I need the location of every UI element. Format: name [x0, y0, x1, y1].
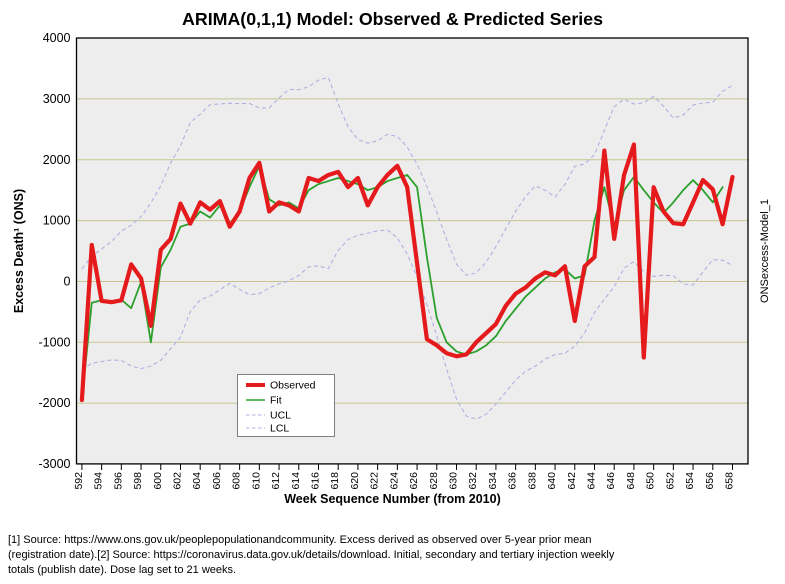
svg-text:636: 636	[507, 472, 519, 490]
svg-text:612: 612	[270, 472, 282, 490]
svg-text:640: 640	[546, 472, 558, 490]
svg-text:0: 0	[64, 274, 71, 288]
svg-text:642: 642	[566, 472, 578, 490]
svg-text:598: 598	[132, 472, 144, 490]
svg-text:614: 614	[290, 472, 302, 490]
svg-text:608: 608	[231, 472, 243, 490]
svg-text:632: 632	[467, 472, 479, 490]
svg-text:-1000: -1000	[39, 335, 71, 349]
svg-text:654: 654	[684, 472, 696, 490]
svg-text:624: 624	[388, 472, 400, 490]
svg-text:622: 622	[369, 472, 381, 490]
svg-text:602: 602	[171, 472, 183, 490]
svg-text:1000: 1000	[43, 214, 71, 228]
svg-text:658: 658	[724, 472, 736, 490]
svg-text:652: 652	[664, 472, 676, 490]
svg-text:3000: 3000	[43, 92, 71, 106]
svg-text:606: 606	[211, 472, 223, 490]
svg-text:618: 618	[329, 472, 341, 490]
svg-text:656: 656	[704, 472, 716, 490]
svg-text:616: 616	[309, 472, 321, 490]
svg-text:650: 650	[645, 472, 657, 490]
svg-text:626: 626	[408, 472, 420, 490]
svg-text:610: 610	[250, 472, 262, 490]
svg-text:648: 648	[625, 472, 637, 490]
svg-text:Observed: Observed	[270, 380, 316, 392]
svg-text:592: 592	[73, 472, 85, 490]
svg-text:600: 600	[152, 472, 164, 490]
svg-text:620: 620	[349, 472, 361, 490]
svg-text:UCL: UCL	[270, 410, 291, 422]
svg-text:638: 638	[526, 472, 538, 490]
svg-text:628: 628	[428, 472, 440, 490]
svg-text:644: 644	[585, 472, 597, 490]
svg-text:4000: 4000	[43, 31, 71, 45]
svg-text:594: 594	[93, 472, 105, 490]
svg-text:2000: 2000	[43, 153, 71, 167]
svg-text:596: 596	[112, 472, 124, 490]
svg-text:646: 646	[605, 472, 617, 490]
svg-text:-3000: -3000	[39, 457, 71, 471]
svg-text:-2000: -2000	[39, 396, 71, 410]
svg-text:LCL: LCL	[270, 423, 289, 435]
svg-text:604: 604	[191, 472, 203, 490]
svg-text:Fit: Fit	[270, 395, 282, 407]
svg-text:634: 634	[487, 472, 499, 490]
svg-text:630: 630	[447, 472, 459, 490]
